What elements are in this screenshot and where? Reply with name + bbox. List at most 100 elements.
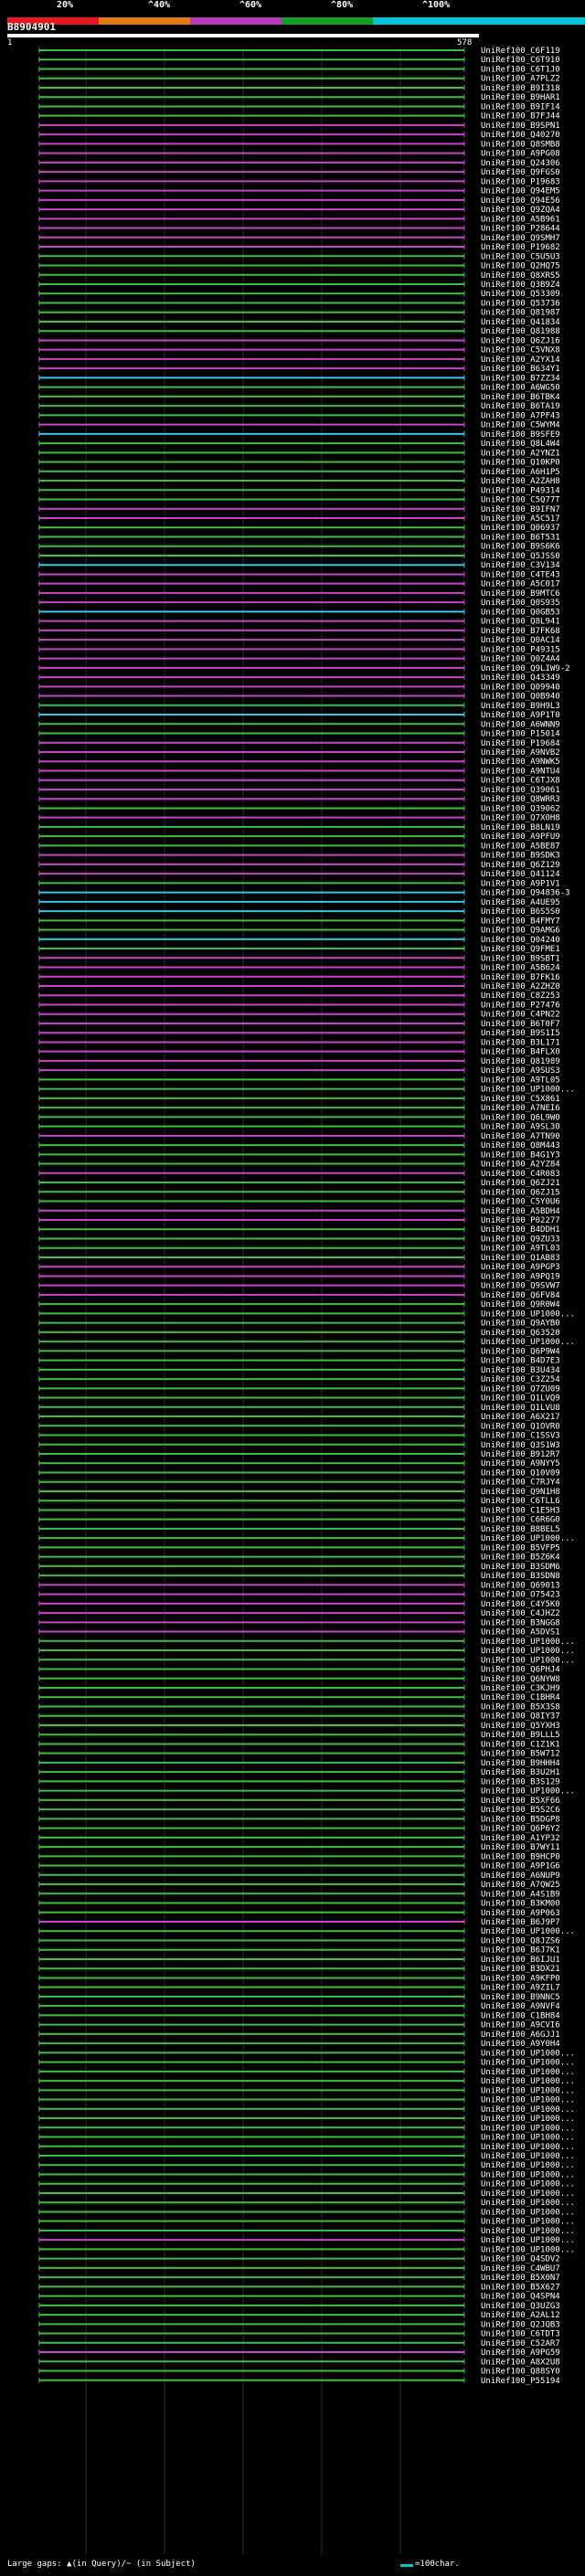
hit-label[interactable]: UniRef100_Q39062 <box>481 804 560 813</box>
hit-label[interactable]: UniRef100_Q24306 <box>481 159 560 168</box>
hit-label[interactable]: UniRef100_C6TDT3 <box>481 2330 560 2339</box>
hit-label[interactable]: UniRef100_C5Q77T <box>481 496 560 505</box>
hit-label[interactable]: UniRef100_Q3UZG3 <box>481 2302 560 2311</box>
hit-label[interactable]: UniRef100_C3KJH9 <box>481 1684 560 1693</box>
hit-label[interactable]: UniRef100_UP1000... <box>481 1927 575 1936</box>
hit-label[interactable]: UniRef100_Q8SMB8 <box>481 140 560 149</box>
hit-label[interactable]: UniRef100_B5X0N7 <box>481 2274 560 2283</box>
hit-label[interactable]: UniRef100_A9PFU9 <box>481 832 560 842</box>
hit-label[interactable]: UniRef100_A9ZIL7 <box>481 1984 560 1993</box>
hit-label[interactable]: UniRef100_Q8L941 <box>481 618 560 627</box>
hit-label[interactable]: UniRef100_B5VFP5 <box>481 1543 560 1553</box>
hit-label[interactable]: UniRef100_C4WBU7 <box>481 2264 560 2274</box>
hit-label[interactable]: UniRef100_UP1000... <box>481 2049 575 2058</box>
hit-label[interactable]: UniRef100_A7QW25 <box>481 1881 560 1890</box>
hit-label[interactable]: UniRef100_Q94836-3 <box>481 889 570 898</box>
hit-label[interactable]: UniRef100_Q6ZJ16 <box>481 336 560 345</box>
hit-label[interactable]: UniRef100_Q9FME1 <box>481 945 560 954</box>
hit-label[interactable]: UniRef100_B6TA19 <box>481 402 560 411</box>
hit-label[interactable]: UniRef100_B3SDN8 <box>481 1572 560 1581</box>
hit-label[interactable]: UniRef100_C4PN22 <box>481 1011 560 1020</box>
hit-label[interactable]: UniRef100_UP1000... <box>481 2086 575 2095</box>
hit-label[interactable]: UniRef100_C4TE43 <box>481 570 560 579</box>
hit-label[interactable]: UniRef100_Q81988 <box>481 327 560 336</box>
hit-label[interactable]: UniRef100_C1BH84 <box>481 2011 560 2020</box>
hit-label[interactable]: UniRef100_UP1000... <box>481 2152 575 2161</box>
hit-label[interactable]: UniRef100_Q94E56 <box>481 196 560 206</box>
hit-label[interactable]: UniRef100_C7RJY4 <box>481 1479 560 1488</box>
hit-label[interactable]: UniRef100_Q9LIW9-2 <box>481 664 570 673</box>
hit-label[interactable]: UniRef100_Q88SY0 <box>481 2368 560 2377</box>
hit-label[interactable]: UniRef100_A9P1V1 <box>481 879 560 888</box>
hit-label[interactable]: UniRef100_B6J7K1 <box>481 1946 560 1956</box>
hit-label[interactable]: UniRef100_A9TL05 <box>481 1076 560 1085</box>
hit-label[interactable]: UniRef100_Q8M443 <box>481 1141 560 1150</box>
hit-label[interactable]: UniRef100_B7FJ44 <box>481 112 560 122</box>
hit-label[interactable]: UniRef100_A5BDH4 <box>481 1207 560 1216</box>
hit-label[interactable]: UniRef100_C4Y5K0 <box>481 1600 560 1609</box>
hit-label[interactable]: UniRef100_B3KM00 <box>481 1900 560 1909</box>
hit-label[interactable]: UniRef100_Q0AC14 <box>481 636 560 645</box>
hit-label[interactable]: UniRef100_Q7X0H8 <box>481 814 560 823</box>
hit-label[interactable]: UniRef100_P55194 <box>481 2377 560 2386</box>
hit-label[interactable]: UniRef100_A1YP32 <box>481 1834 560 1843</box>
hit-label[interactable]: UniRef100_Q9N1H8 <box>481 1488 560 1497</box>
hit-label[interactable]: UniRef100_Q39061 <box>481 786 560 795</box>
hit-label[interactable]: UniRef100_B6J9P7 <box>481 1918 560 1927</box>
hit-label[interactable]: UniRef100_A2YNZ1 <box>481 449 560 458</box>
hit-label[interactable]: UniRef100_B9SFE9 <box>481 430 560 440</box>
hit-label[interactable]: UniRef100_B8LN19 <box>481 823 560 832</box>
hit-label[interactable]: UniRef100_C52AR7 <box>481 2339 560 2348</box>
hit-label[interactable]: UniRef100_B5X627 <box>481 2283 560 2292</box>
hit-label[interactable]: UniRef100_C1Z1K1 <box>481 1740 560 1749</box>
hit-label[interactable]: UniRef100_P15014 <box>481 730 560 739</box>
hit-label[interactable]: UniRef100_A4UE95 <box>481 898 560 907</box>
hit-label[interactable]: UniRef100_UP1000... <box>481 2077 575 2086</box>
hit-label[interactable]: UniRef100_A9NYY5 <box>481 1459 560 1468</box>
hit-label[interactable]: UniRef100_B3U2H1 <box>481 1768 560 1777</box>
hit-label[interactable]: UniRef100_B5DGP8 <box>481 1815 560 1824</box>
hit-label[interactable]: UniRef100_B9IF14 <box>481 102 560 111</box>
hit-label[interactable]: UniRef100_Q94EM5 <box>481 187 560 196</box>
hit-label[interactable]: UniRef100_Q8XRS5 <box>481 271 560 281</box>
hit-label[interactable]: UniRef100_Q2JQB3 <box>481 2320 560 2329</box>
hit-label[interactable]: UniRef100_A6X217 <box>481 1413 560 1422</box>
hit-label[interactable]: UniRef100_Q3B9Z4 <box>481 281 560 290</box>
hit-label[interactable]: UniRef100_C6R6G0 <box>481 1516 560 1525</box>
hit-label[interactable]: UniRef100_B4DDH1 <box>481 1225 560 1235</box>
hit-label[interactable]: UniRef100_A5C017 <box>481 580 560 589</box>
hit-label[interactable]: UniRef100_Q53736 <box>481 299 560 308</box>
hit-label[interactable]: UniRef100_C6TLL6 <box>481 1497 560 1506</box>
hit-label[interactable]: UniRef100_B6T0F7 <box>481 1020 560 1029</box>
hit-label[interactable]: UniRef100_Q6ZJ15 <box>481 1188 560 1197</box>
hit-label[interactable]: UniRef100_Q1LVU8 <box>481 1404 560 1413</box>
hit-label[interactable]: UniRef100_B6TBK4 <box>481 393 560 402</box>
hit-label[interactable]: UniRef100_Q8WRR3 <box>481 795 560 804</box>
hit-label[interactable]: UniRef100_A5C517 <box>481 514 560 524</box>
hit-label[interactable]: UniRef100_A9NVF4 <box>481 2002 560 2011</box>
hit-label[interactable]: UniRef100_Q3S1W3 <box>481 1441 560 1450</box>
hit-label[interactable]: UniRef100_A9PGP3 <box>481 1263 560 1272</box>
hit-label[interactable]: UniRef100_Q1OVR0 <box>481 1422 560 1431</box>
hit-label[interactable]: UniRef100_Q9FGS0 <box>481 168 560 177</box>
hit-label[interactable]: UniRef100_Q8IY37 <box>481 1712 560 1722</box>
hit-label[interactable]: UniRef100_A8X2U8 <box>481 2358 560 2367</box>
hit-label[interactable]: UniRef100_B7ZZ34 <box>481 374 560 383</box>
hit-label[interactable]: UniRef100_UP1000... <box>481 2096 575 2105</box>
hit-label[interactable]: UniRef100_UP1000... <box>481 2218 575 2227</box>
hit-label[interactable]: UniRef100_B7WY11 <box>481 1843 560 1852</box>
hit-label[interactable]: UniRef100_A9NVB2 <box>481 748 560 758</box>
hit-label[interactable]: UniRef100_A9KFP0 <box>481 1974 560 1983</box>
hit-label[interactable]: UniRef100_A6NUP9 <box>481 1871 560 1881</box>
hit-label[interactable]: UniRef100_UP1000... <box>481 2068 575 2077</box>
hit-label[interactable]: UniRef100_UP1000... <box>481 2180 575 2189</box>
hit-label[interactable]: UniRef100_A5BE87 <box>481 842 560 851</box>
hit-label[interactable]: UniRef100_A7PF43 <box>481 411 560 420</box>
hit-label[interactable]: UniRef100_Q40270 <box>481 131 560 140</box>
hit-label[interactable]: UniRef100_UP1000... <box>481 2161 575 2170</box>
hit-label[interactable]: UniRef100_B9MTC6 <box>481 589 560 599</box>
hit-label[interactable]: UniRef100_P19682 <box>481 243 560 252</box>
hit-label[interactable]: UniRef100_B9HCP0 <box>481 1852 560 1861</box>
hit-label[interactable]: UniRef100_B4D7E3 <box>481 1357 560 1366</box>
hit-label[interactable]: UniRef100_UP1000... <box>481 2124 575 2133</box>
